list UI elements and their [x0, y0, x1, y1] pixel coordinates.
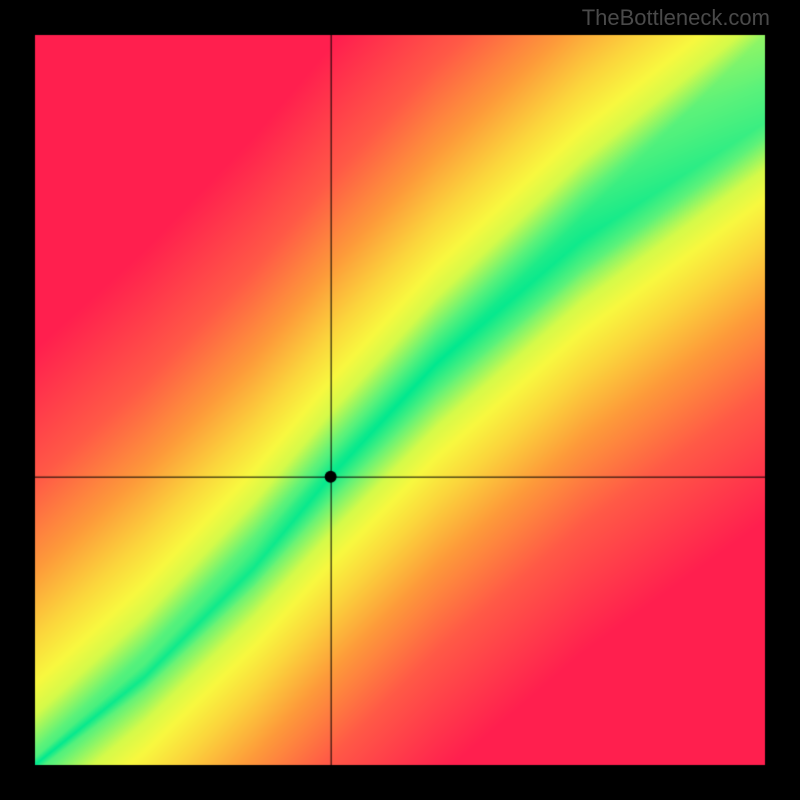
watermark-text: TheBottleneck.com [582, 5, 770, 31]
heatmap-plot [0, 0, 800, 800]
